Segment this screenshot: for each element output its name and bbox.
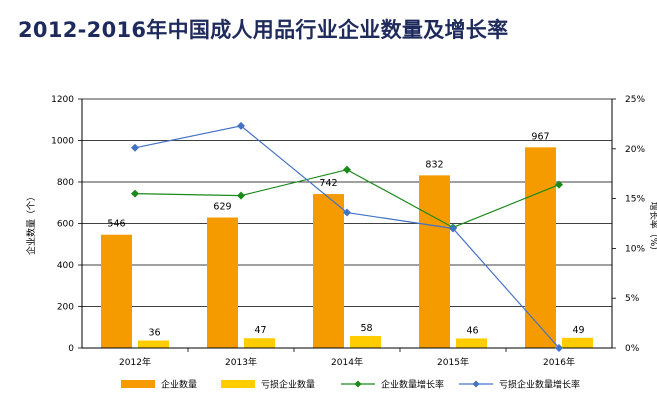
data-label: 832 bbox=[425, 159, 443, 170]
legend-swatch-enterprises bbox=[121, 380, 155, 388]
data-label: 742 bbox=[319, 178, 337, 189]
point-enterprise-growth bbox=[555, 180, 563, 189]
bar-enterprises bbox=[525, 147, 556, 348]
bar-loss-enterprises bbox=[562, 337, 593, 348]
y2-tick-label: 5% bbox=[625, 294, 640, 304]
bar-loss-enterprises bbox=[456, 338, 487, 348]
bar-enterprises bbox=[101, 234, 132, 348]
data-label: 546 bbox=[107, 219, 125, 230]
y-tick-label: 800 bbox=[57, 178, 74, 188]
y-tick-label: 1200 bbox=[51, 95, 74, 105]
x-tick-label: 2015年 bbox=[437, 356, 469, 368]
data-label: 47 bbox=[254, 325, 266, 336]
y2-tick-label: 25% bbox=[625, 95, 645, 105]
x-tick-label: 2014年 bbox=[331, 356, 363, 368]
y2-tick-label: 0% bbox=[625, 344, 640, 354]
point-loss-enterprise-growth bbox=[237, 121, 245, 130]
data-label: 58 bbox=[360, 323, 372, 334]
data-label: 49 bbox=[572, 325, 584, 336]
chart-title: 2012-2016年中国成人用品行业企业数量及增长率 bbox=[18, 18, 509, 42]
y-axis-title: 企业数量（个） bbox=[25, 192, 37, 255]
x-tick-label: 2012年 bbox=[119, 356, 151, 368]
bar-enterprises bbox=[419, 175, 450, 348]
data-label: 967 bbox=[531, 131, 549, 142]
bar-loss-enterprises bbox=[350, 335, 381, 348]
y-tick-label: 1000 bbox=[51, 137, 74, 147]
bar-loss-enterprises bbox=[244, 338, 275, 348]
y2-axis-title: 增长率（%） bbox=[648, 202, 657, 256]
y2-tick-label: 20% bbox=[625, 145, 645, 155]
y-tick-label: 400 bbox=[57, 261, 74, 271]
point-enterprise-growth bbox=[343, 165, 351, 174]
legend-label-loss-enterprise-growth: 亏损企业数量增长率 bbox=[499, 379, 580, 391]
point-enterprise-growth bbox=[131, 189, 139, 198]
legend-marker-loss-enterprise-growth bbox=[472, 380, 480, 388]
y-tick-label: 200 bbox=[57, 303, 74, 313]
point-loss-enterprise-growth bbox=[555, 344, 563, 352]
y2-tick-label: 10% bbox=[625, 244, 645, 254]
point-loss-enterprise-growth bbox=[343, 208, 351, 217]
point-loss-enterprise-growth bbox=[131, 143, 139, 152]
bar-loss-enterprises bbox=[138, 340, 169, 348]
x-tick-label: 2013年 bbox=[225, 356, 257, 368]
data-label: 36 bbox=[148, 328, 160, 339]
legend-label-loss-enterprises: 亏损企业数量 bbox=[261, 379, 315, 391]
x-tick-label: 2016年 bbox=[543, 356, 575, 368]
line-loss-enterprise-growth bbox=[134, 125, 560, 349]
y2-tick-label: 15% bbox=[625, 195, 645, 205]
legend-marker-enterprise-growth bbox=[354, 380, 362, 388]
line-enterprise-growth bbox=[134, 169, 560, 229]
data-label: 46 bbox=[466, 325, 478, 336]
point-enterprise-growth bbox=[237, 191, 245, 200]
legend-swatch-loss-enterprises bbox=[221, 380, 255, 388]
legend-label-enterprises: 企业数量 bbox=[161, 379, 197, 391]
y-tick-label: 600 bbox=[57, 220, 74, 230]
point-loss-enterprise-growth bbox=[449, 224, 457, 233]
bar-enterprises bbox=[313, 194, 344, 348]
bar-enterprises bbox=[207, 217, 238, 348]
data-label: 629 bbox=[213, 201, 231, 212]
y-tick-label: 0 bbox=[68, 344, 74, 354]
legend-label-enterprise-growth: 企业数量增长率 bbox=[381, 379, 444, 391]
